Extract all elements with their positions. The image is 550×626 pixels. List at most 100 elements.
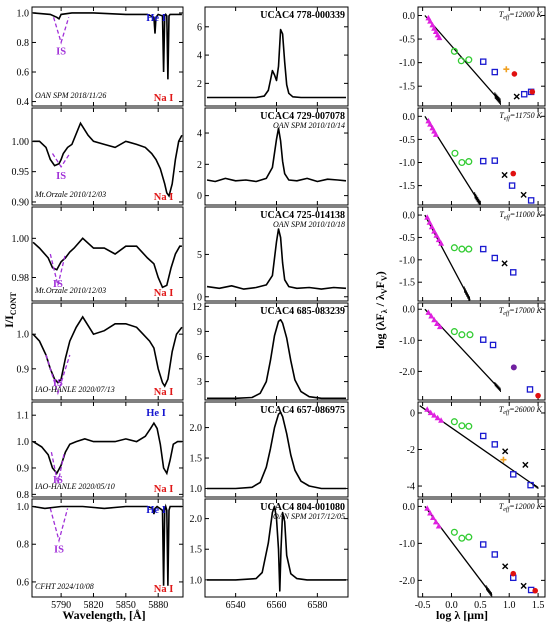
is-label: IS	[53, 378, 63, 389]
halpha-ytick-label: 9	[197, 327, 202, 338]
orange-plus-point	[503, 66, 510, 73]
halpha-ytick-label: 1.5	[190, 454, 203, 465]
ir-square-point	[479, 157, 487, 165]
star-name: UCAC4 657-086975	[260, 405, 345, 416]
ir-square-point	[489, 341, 497, 349]
uv-triangle-point	[432, 518, 439, 525]
optical-circle-point	[465, 158, 473, 166]
teff-value: =12000 K	[509, 10, 542, 19]
uv-triangle-point	[428, 223, 435, 230]
red-dot-point	[511, 71, 518, 77]
model-sed-noise	[533, 484, 536, 487]
halpha-ytick-label: 3	[197, 377, 202, 388]
hei-label: He I	[146, 13, 166, 24]
sed-ytick-label: -4	[407, 482, 415, 493]
is-dip-dashed-line	[51, 153, 71, 168]
ir-cross-point	[502, 563, 509, 570]
left-y-axis-label: I/ICONT	[2, 291, 18, 327]
model-sed-noise	[479, 200, 481, 205]
uv-triangle-point	[427, 18, 434, 24]
optical-circle-point	[458, 422, 466, 430]
model-sed-noise	[486, 586, 489, 592]
teff-subscript: eff	[503, 506, 510, 513]
halpha-ytick-label: 2	[197, 160, 202, 171]
model-sed-noise	[466, 292, 469, 299]
halpha-spectrum-line	[206, 228, 347, 290]
halpha-ytick-label: 0	[197, 292, 202, 303]
model-sed-noise	[535, 485, 538, 489]
halpha-ytick-label: 6	[197, 22, 202, 33]
nai-panel-frame	[31, 6, 184, 107]
model-sed-noise	[494, 381, 496, 387]
sed-panel-4: 0.0 -1.0 -2.0 Teff=17000 K	[399, 302, 546, 401]
ir-square-point	[520, 90, 528, 98]
sed-panel-frame	[417, 498, 546, 598]
ir-square-point	[491, 157, 499, 164]
nai-panel-frame	[31, 401, 184, 498]
nai-xtick-label: 5820	[83, 600, 103, 611]
sed-xtick-label: 1.0	[503, 600, 516, 611]
ir-cross-point	[502, 448, 509, 455]
sed-panel-3: 0.0 -0.5 -1.0 -1.5 Teff=11000 K	[399, 206, 546, 302]
observation-note: OAN SPM 2010/10/18	[273, 220, 345, 229]
halpha-spectrum-line	[207, 318, 346, 400]
model-sed-noise	[499, 98, 502, 105]
nai-spectrum-line	[33, 121, 183, 198]
optical-circle-point	[465, 56, 473, 64]
teff-symbol: T	[499, 306, 504, 315]
ir-square-point	[509, 269, 517, 276]
nai-panel-2: 1.00 0.95 0.90 IS Na I Mt.Orzale 2010/12/03	[12, 107, 184, 208]
nai-ytick-label: 0.6	[17, 68, 30, 79]
sed-ytick-label: -2.0	[399, 576, 415, 587]
ir-square-point	[479, 432, 487, 440]
uv-triangle-point	[425, 309, 432, 315]
is-label: IS	[54, 544, 64, 555]
sed-ytick-label: -1.0	[399, 539, 415, 550]
orange-plus-point	[500, 456, 507, 463]
uv-triangle-point	[436, 323, 443, 330]
model-sed-noise	[476, 195, 478, 202]
sed-ytick-label: 0	[410, 408, 415, 419]
nai-ytick-label: 0.98	[12, 273, 30, 284]
halpha-spectrum-line	[207, 411, 346, 490]
teff-subscript: eff	[504, 115, 511, 122]
optical-circle-point	[450, 328, 458, 336]
sed-ytick-label: 0.0	[403, 112, 416, 123]
uv-triangle-point	[424, 406, 431, 412]
model-sed-noise	[496, 94, 498, 102]
halpha-xtick-label: 6540	[226, 600, 246, 611]
right-x-axis-label: log λ [μm]	[436, 608, 488, 622]
nai-ytick-label: 1.0	[17, 437, 30, 448]
sed-panel-frame	[417, 107, 546, 206]
optical-circle-point	[458, 331, 466, 339]
teff-label: Teff=17000 K	[499, 306, 543, 317]
ir-cross-point	[520, 191, 527, 198]
ir-square-point	[527, 481, 534, 489]
teff-subscript: eff	[503, 310, 510, 317]
teff-symbol: T	[499, 405, 504, 414]
red-dot-point	[529, 89, 536, 95]
model-sed-noise	[537, 486, 539, 490]
nai-xtick-label: 5880	[148, 600, 168, 611]
nai-label: Na I	[154, 93, 174, 104]
halpha-ytick-label: 4	[197, 51, 202, 62]
nai-ytick-label: 0.9	[17, 463, 30, 474]
sed-ytick-label: -0.5	[399, 233, 415, 244]
teff-label: Teff=26000 K	[499, 405, 543, 416]
nai-spectrum-line	[32, 421, 182, 476]
observation-note: CFHT 2024/10/08	[35, 582, 94, 591]
halpha-panel-frame	[204, 302, 349, 401]
uv-triangle-point	[432, 131, 439, 137]
is-dip-dashed-line	[49, 253, 67, 286]
is-label: IS	[53, 475, 63, 486]
nai-panel-frame	[31, 107, 184, 206]
ir-square-point	[479, 58, 487, 65]
sed-ytick-label: -0.5	[399, 35, 415, 46]
nai-ytick-label: 1.0	[17, 502, 30, 513]
optical-circle-point	[465, 245, 473, 253]
model-sed-noise	[495, 93, 497, 101]
ir-square-point	[491, 68, 499, 76]
nai-plot-area	[32, 503, 182, 586]
